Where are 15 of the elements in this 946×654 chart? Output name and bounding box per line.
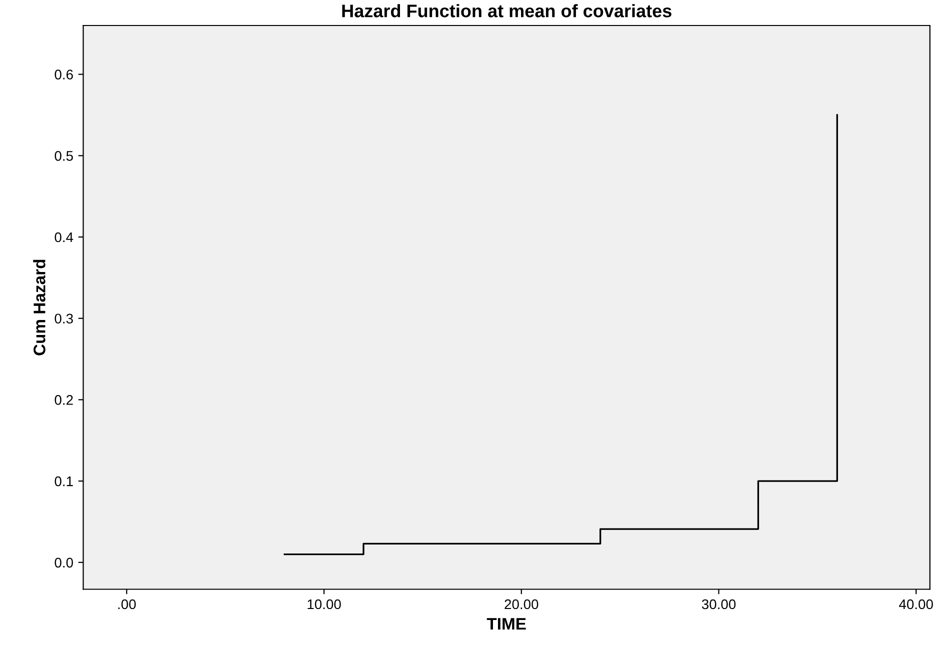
x-tick-label: 20.00 (504, 599, 538, 610)
y-tick-label: 0.5 (54, 151, 73, 161)
y-axis-title: Cum Hazard (33, 260, 46, 356)
y-tick-label: 0.1 (54, 476, 73, 486)
x-tick-label: 40.00 (899, 599, 933, 610)
y-tick-label: 0.0 (54, 558, 73, 568)
chart-title: Hazard Function at mean of covariates (342, 4, 672, 18)
y-tick-label: 0.6 (54, 70, 73, 80)
y-tick-label: 0.2 (54, 395, 73, 405)
y-tick-label: 0.3 (54, 314, 73, 324)
x-tick-label: 30.00 (702, 599, 736, 610)
x-tick-label: .00 (118, 599, 136, 610)
y-tick-label: 0.4 (54, 232, 74, 242)
x-axis-title: TIME (486, 618, 526, 630)
x-tick-label: 10.00 (308, 599, 341, 610)
